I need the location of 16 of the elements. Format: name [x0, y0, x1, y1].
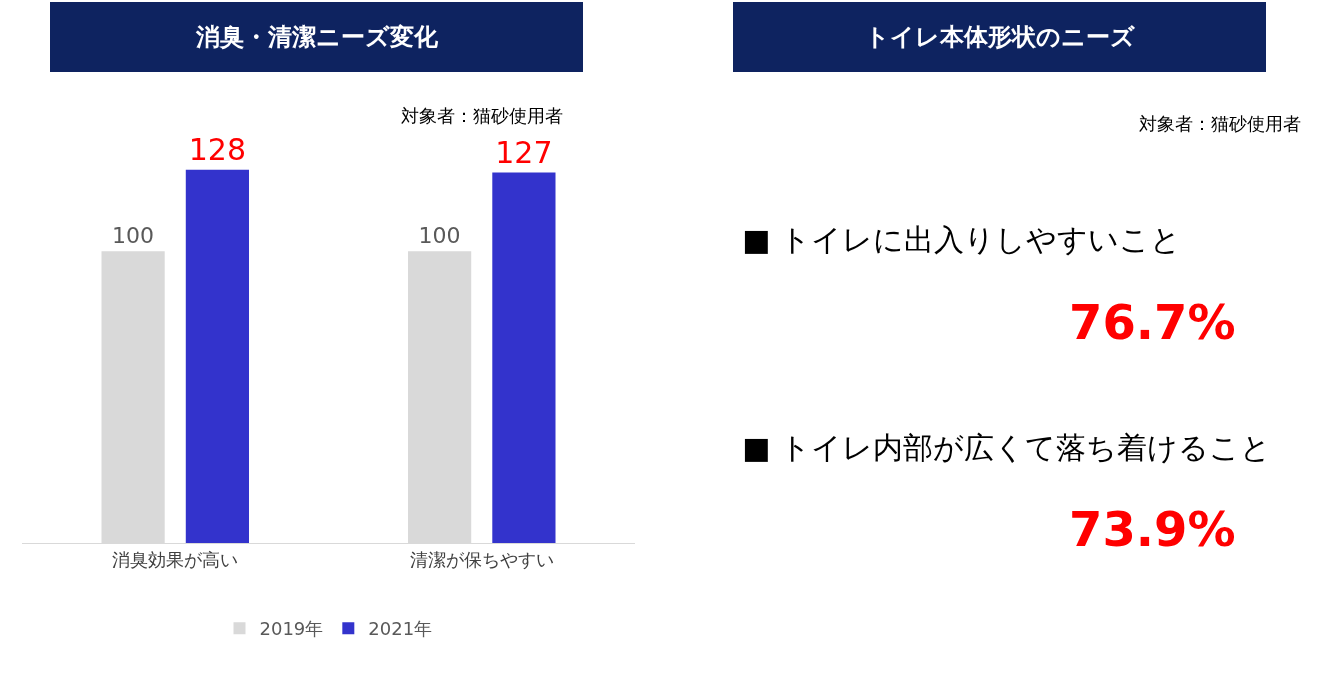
text: 対象者：猫砂使用者: [1139, 113, 1301, 134]
text: トイレ本体形状のニーズ: [865, 23, 1135, 51]
legend-label: 2021年: [368, 618, 433, 640]
legend-label: 2019年: [259, 618, 324, 640]
data-label: 100: [418, 223, 461, 249]
text: ■ トイレ内部が広くて落ち着けること: [742, 430, 1271, 465]
x-tick-label: 消臭効果が高い: [112, 548, 239, 570]
text: 76.7%: [1069, 294, 1236, 350]
text: ■ トイレに出入りしやすいこと: [742, 222, 1181, 257]
text: 73.9%: [1069, 501, 1236, 557]
chart-subtitle: 対象者：猫砂使用者: [401, 105, 563, 126]
data-label: 100: [112, 223, 155, 249]
data-label: 127: [495, 134, 553, 170]
data-label: 128: [188, 131, 247, 167]
chart-title: 消臭・清潔ニーズ変化: [195, 23, 439, 51]
x-tick-label: 清潔が保ちやすい: [409, 548, 554, 570]
